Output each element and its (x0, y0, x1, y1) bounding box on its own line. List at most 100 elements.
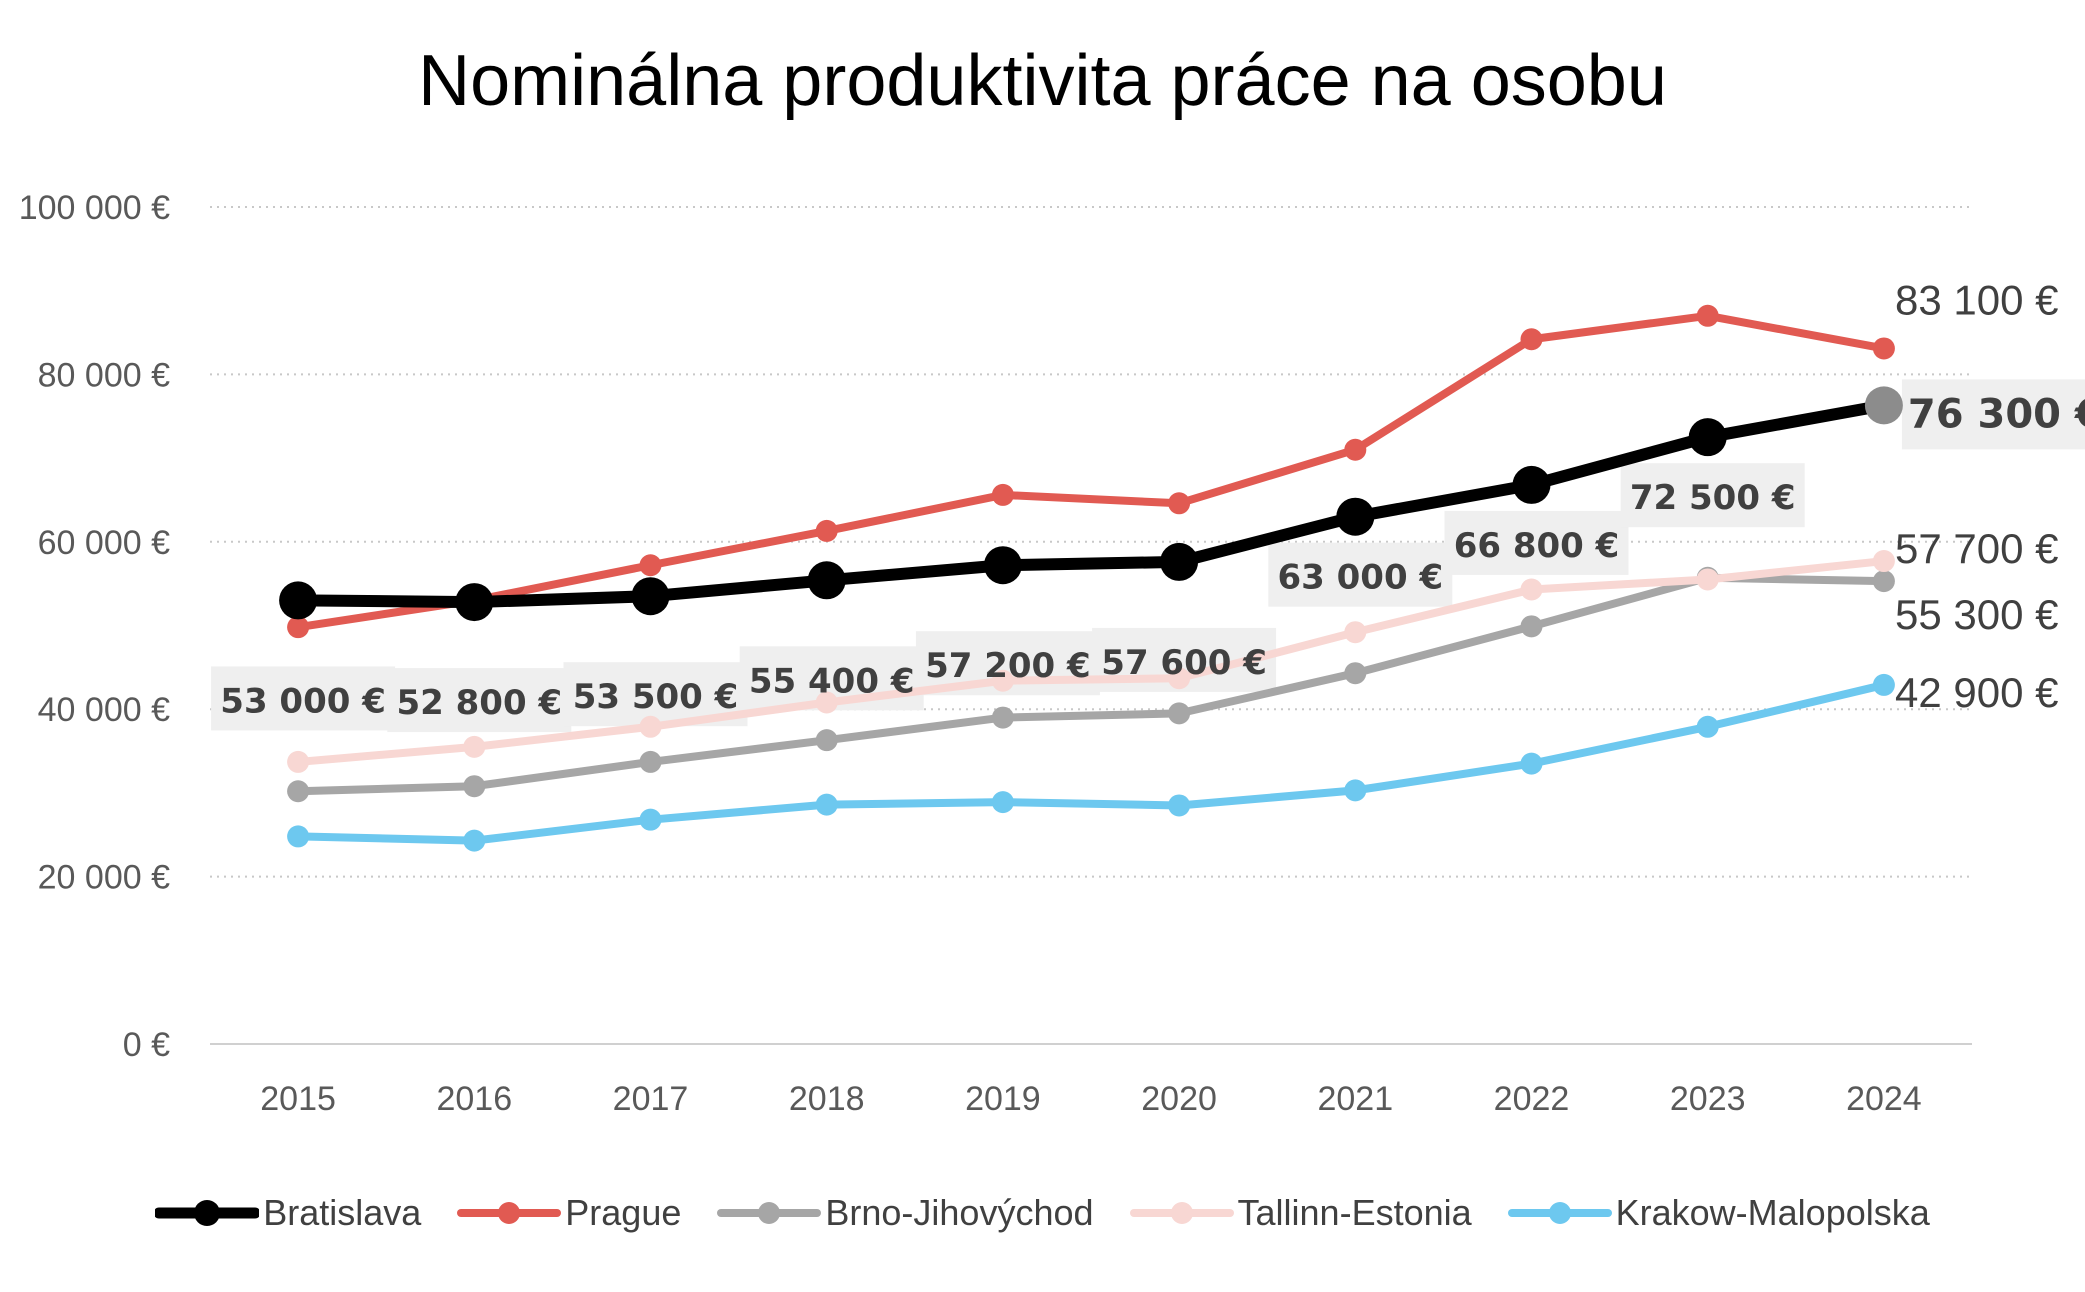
data-point (1872, 570, 1895, 593)
y-tick-label: 0 € (123, 1026, 170, 1064)
data-label-box (1444, 510, 1629, 575)
x-tick-label: 2022 (1494, 1080, 1570, 1118)
x-tick-label: 2017 (613, 1080, 689, 1118)
x-axis: 2015 2016 2017 2018 2019 2020 2021 2022 2023 2024 (210, 1043, 1972, 1118)
data-point (1168, 492, 1191, 515)
data-label: 55 400 € (749, 661, 915, 701)
legend-item: Tallinn-Estonia (1129, 1192, 1472, 1234)
data-point (1344, 779, 1367, 802)
data-point (1520, 328, 1543, 351)
legend-swatch (717, 1202, 822, 1224)
data-label-box (1901, 379, 2085, 450)
data-label: 63 000 € (1277, 558, 1443, 598)
data-point (1872, 673, 1895, 696)
series-krakow-malopolska (287, 673, 1895, 852)
data-point (815, 519, 838, 542)
legend-marker (498, 1202, 521, 1224)
data-point (1160, 542, 1199, 581)
data-label: 53 500 € (573, 677, 739, 717)
data-point (1336, 497, 1375, 536)
data-point (1168, 794, 1191, 817)
series-line (294, 311, 1888, 632)
data-point (639, 808, 662, 831)
data-point (631, 577, 670, 616)
legend-swatch (1129, 1202, 1234, 1224)
data-point (1696, 304, 1719, 327)
x-tick-label: 2023 (1670, 1080, 1746, 1118)
y-tick-label: 60 000 € (38, 524, 170, 562)
data-point (1696, 568, 1719, 591)
data-labels: 53 000 €52 800 € 53 500 €55 400 €57 200 €… (220, 276, 2085, 723)
data-label-box (1620, 463, 1805, 528)
y-axis: 0 € 20 000 € 40 000 € 60 000 € 80 000 € 100 0… (19, 189, 170, 1064)
series-line (294, 573, 1888, 796)
series-brno-jihov-chod (287, 566, 1895, 803)
data-point (1872, 337, 1895, 360)
data-label-box (1268, 542, 1453, 607)
end-label: 57 700 € (1895, 525, 2059, 572)
data-point (815, 729, 838, 752)
data-point (1864, 386, 1903, 425)
x-tick-label: 2019 (965, 1080, 1041, 1118)
y-tick-label: 100 000 € (19, 189, 170, 227)
data-point (287, 780, 310, 803)
data-point (639, 554, 662, 577)
series-line (292, 399, 1890, 609)
data-point (463, 829, 486, 852)
data-point (815, 793, 838, 816)
series-tallinn-estonia (287, 550, 1895, 773)
data-label-box (387, 668, 572, 733)
data-point (463, 775, 486, 798)
data-point (463, 735, 486, 758)
data-point (1344, 438, 1367, 461)
data-point (1344, 621, 1367, 644)
data-label: 76 300 € (1908, 391, 2085, 437)
data-point (1872, 550, 1895, 573)
legend-marker (194, 1200, 221, 1226)
x-tick-label: 2020 (1141, 1080, 1217, 1118)
data-point (639, 715, 662, 738)
data-label: 57 200 € (925, 646, 1091, 686)
legend-marker (1548, 1202, 1571, 1224)
data-point (991, 791, 1014, 814)
data-point (1520, 578, 1543, 601)
legend-swatch (1507, 1202, 1612, 1224)
legend-marker (1170, 1202, 1193, 1224)
end-label: 42 900 € (1895, 669, 2059, 716)
legend: Bratislava Prague Brno-Jihovýchod Tallinn-E… (0, 1192, 2085, 1234)
end-label: 55 300 € (1895, 591, 2059, 638)
x-tick-label: 2024 (1846, 1080, 1922, 1118)
data-point (1512, 465, 1551, 504)
data-point (639, 750, 662, 773)
data-point (279, 581, 318, 620)
y-tick-label: 40 000 € (38, 691, 170, 729)
legend-swatch (155, 1200, 260, 1226)
end-label: 83 100 € (1895, 276, 2059, 323)
series-prague (287, 304, 1895, 639)
data-point (991, 669, 1014, 692)
data-point (815, 691, 838, 714)
legend-item: Bratislava (155, 1192, 421, 1234)
x-tick-label: 2021 (1317, 1080, 1393, 1118)
legend-label: Brno-Jihovýchod (825, 1192, 1094, 1233)
data-point (287, 616, 310, 639)
series-bratislava (279, 386, 1903, 622)
legend-label: Bratislava (263, 1192, 422, 1233)
data-label: 72 500 € (1630, 478, 1796, 518)
legend-swatch (457, 1202, 562, 1224)
data-point (983, 546, 1022, 585)
x-tick-label: 2016 (436, 1080, 512, 1118)
data-point (1520, 752, 1543, 775)
y-tick-label: 80 000 € (38, 356, 170, 394)
x-tick-label: 2015 (260, 1080, 336, 1118)
data-point (1168, 667, 1191, 690)
x-tick-label: 2018 (789, 1080, 865, 1118)
data-label: 57 600 € (1101, 643, 1267, 683)
data-point (991, 706, 1014, 729)
chart-title: Nominálna produktivita práce na osobu (418, 41, 1667, 121)
legend-label: Krakow-Malopolska (1615, 1192, 1930, 1233)
data-point (1520, 615, 1543, 638)
data-point (455, 583, 494, 622)
legend-item: Brno-Jihovýchod (717, 1192, 1094, 1234)
